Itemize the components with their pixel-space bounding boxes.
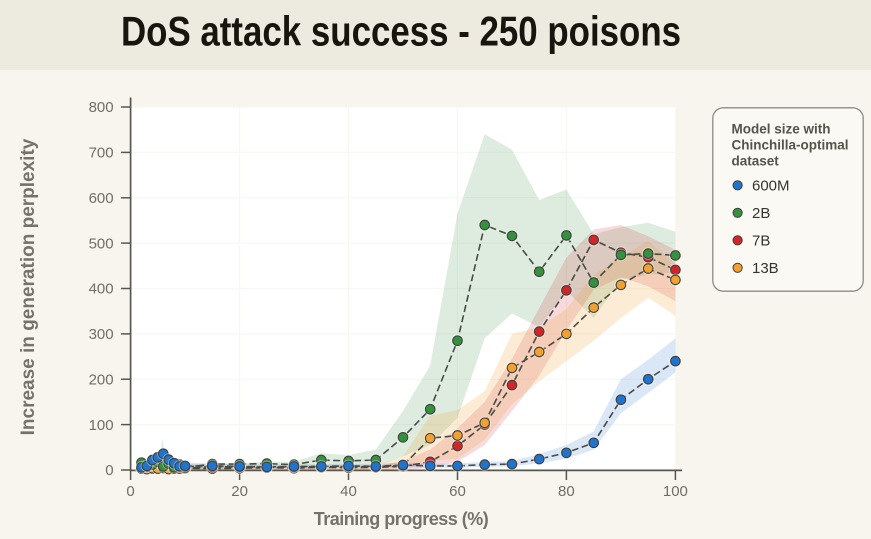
svg-text:300: 300 bbox=[89, 326, 114, 343]
svg-text:Chinchilla-optimal: Chinchilla-optimal bbox=[732, 138, 849, 153]
svg-text:80: 80 bbox=[558, 483, 575, 500]
svg-text:Model size with: Model size with bbox=[732, 122, 831, 137]
svg-text:40: 40 bbox=[340, 483, 357, 500]
svg-text:100: 100 bbox=[89, 417, 114, 434]
svg-text:Increase in generation perplex: Increase in generation perplexity bbox=[18, 138, 39, 435]
svg-text:100: 100 bbox=[663, 483, 688, 500]
svg-text:700: 700 bbox=[89, 145, 114, 162]
svg-text:0: 0 bbox=[126, 483, 134, 500]
svg-text:dataset: dataset bbox=[732, 154, 780, 169]
svg-text:500: 500 bbox=[89, 235, 114, 252]
svg-text:400: 400 bbox=[89, 281, 114, 298]
svg-text:7B: 7B bbox=[752, 232, 770, 249]
svg-text:200: 200 bbox=[89, 371, 114, 388]
svg-text:Training progress (%): Training progress (%) bbox=[314, 509, 489, 529]
svg-text:60: 60 bbox=[449, 483, 466, 500]
svg-text:2B: 2B bbox=[752, 205, 770, 222]
svg-text:600M: 600M bbox=[752, 177, 790, 194]
svg-text:800: 800 bbox=[89, 99, 114, 116]
svg-text:20: 20 bbox=[231, 483, 248, 500]
svg-text:0: 0 bbox=[105, 462, 113, 479]
svg-text:13B: 13B bbox=[752, 260, 779, 277]
svg-text:600: 600 bbox=[89, 190, 114, 207]
svg-text:DoS attack success - 250 poiso: DoS attack success - 250 poisons bbox=[121, 7, 681, 54]
